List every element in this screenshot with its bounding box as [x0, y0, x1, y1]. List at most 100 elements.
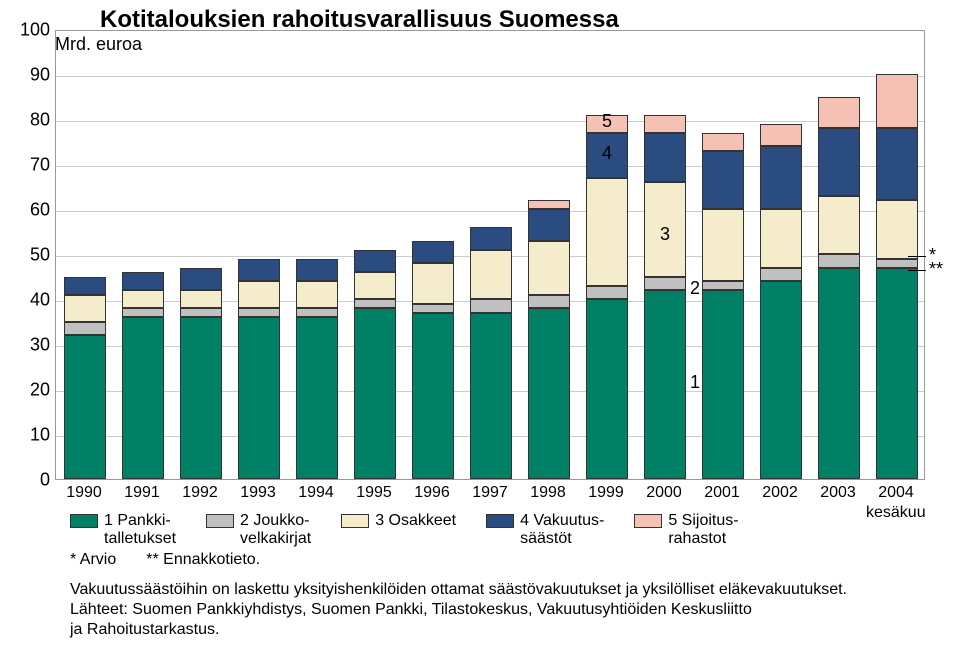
- segment-s5: [644, 115, 686, 133]
- segment-s3: [238, 281, 280, 308]
- segment-s2: [644, 277, 686, 291]
- series-number-4: 4: [602, 143, 612, 164]
- y-tick-label: 30: [15, 335, 50, 356]
- segment-s2: [470, 299, 512, 313]
- segment-s5: [702, 133, 744, 151]
- y-tick-label: 80: [15, 110, 50, 131]
- legend-label: 1 Pankki- talletukset: [104, 512, 176, 547]
- legend-notes-row: * Arvio ** Ennakkotieto.: [70, 551, 930, 569]
- x-tick-label: 2004: [878, 484, 914, 502]
- segment-s1: [470, 313, 512, 480]
- segment-s4: [354, 250, 396, 273]
- legend: 1 Pankki- talletukset 2 Joukko- velkakirj…: [70, 512, 930, 573]
- segment-s3: [64, 295, 106, 322]
- series-number-3: 3: [660, 224, 670, 245]
- footnote-1: Vakuutussäästöihin on laskettu yksityish…: [70, 580, 930, 600]
- x-tick-label: 2003: [820, 484, 856, 502]
- x-tick-label: 1997: [472, 484, 508, 502]
- legend-item-s4: 4 Vakuutus- säästöt: [486, 512, 604, 547]
- y-tick-label: 40: [15, 290, 50, 311]
- legend-ennakko: ** Ennakkotieto.: [146, 551, 260, 569]
- segment-s3: [528, 241, 570, 295]
- legend-arvio: * Arvio: [70, 551, 116, 569]
- legend-label: 4 Vakuutus- säästöt: [520, 512, 604, 547]
- segment-s3: [876, 200, 918, 259]
- segment-s3: [470, 250, 512, 300]
- segment-s2: [586, 286, 628, 300]
- legend-label: 2 Joukko- velkakirjat: [240, 512, 311, 547]
- segment-s2: [354, 299, 396, 308]
- x-tick-label: 1991: [124, 484, 160, 502]
- segment-s3: [586, 178, 628, 286]
- legend-label: 3 Osakkeet: [375, 512, 456, 530]
- segment-s5: [528, 200, 570, 209]
- legend-swatch: [206, 514, 234, 528]
- side-mark: **: [929, 259, 943, 280]
- x-tick-label: 2000: [646, 484, 682, 502]
- bar-1997: [470, 29, 512, 479]
- kesakuu-label: kesäkuu: [866, 504, 926, 522]
- bar-1991: [122, 29, 164, 479]
- bar-1996: [412, 29, 454, 479]
- legend-item-s1: 1 Pankki- talletukset: [70, 512, 176, 547]
- bar-1999: [586, 29, 628, 479]
- legend-item-s2: 2 Joukko- velkakirjat: [206, 512, 311, 547]
- segment-s5: [818, 97, 860, 129]
- legend-swatch: [486, 514, 514, 528]
- series-number-1: 1: [690, 372, 700, 393]
- bar-2002: [760, 29, 802, 479]
- legend-swatch: [341, 514, 369, 528]
- bar-1995: [354, 29, 396, 479]
- segment-s1: [180, 317, 222, 479]
- segment-s3: [760, 209, 802, 268]
- footnote-3: ja Rahoitustarkastus.: [70, 620, 930, 640]
- bar-2001: [702, 29, 744, 479]
- segment-s3: [354, 272, 396, 299]
- segment-s2: [702, 281, 744, 290]
- bar-1998: [528, 29, 570, 479]
- segment-s2: [876, 259, 918, 268]
- segment-s1: [818, 268, 860, 480]
- segment-s3: [818, 196, 860, 255]
- bar-2000: [644, 29, 686, 479]
- x-tick-label: 2002: [762, 484, 798, 502]
- segment-s1: [354, 308, 396, 479]
- bar-1994: [296, 29, 338, 479]
- segment-s1: [412, 313, 454, 480]
- segment-s1: [122, 317, 164, 479]
- segment-s2: [122, 308, 164, 317]
- segment-s4: [818, 128, 860, 196]
- segment-s4: [64, 277, 106, 295]
- segment-s2: [818, 254, 860, 268]
- segment-s4: [412, 241, 454, 264]
- segment-s4: [760, 146, 802, 209]
- segment-s2: [296, 308, 338, 317]
- x-tick-label: 1990: [66, 484, 102, 502]
- y-tick-label: 20: [15, 380, 50, 401]
- segment-s4: [644, 133, 686, 183]
- segment-s5: [876, 74, 918, 128]
- y-tick-label: 70: [15, 155, 50, 176]
- segment-s4: [238, 259, 280, 282]
- segment-s3: [180, 290, 222, 308]
- segment-s2: [412, 304, 454, 313]
- bar-1993: [238, 29, 280, 479]
- segment-s5: [760, 124, 802, 147]
- segment-s4: [122, 272, 164, 290]
- footnote-2: Lähteet: Suomen Pankkiyhdistys, Suomen P…: [70, 600, 930, 620]
- legend-item-s3: 3 Osakkeet: [341, 512, 456, 547]
- bar-2004: [876, 29, 918, 479]
- segment-s1: [586, 299, 628, 479]
- x-tick-label: 1994: [298, 484, 334, 502]
- segment-s2: [64, 322, 106, 336]
- y-tick-label: 90: [15, 65, 50, 86]
- segment-s1: [644, 290, 686, 479]
- segment-s2: [760, 268, 802, 282]
- legend-swatch: [634, 514, 662, 528]
- segment-s4: [876, 128, 918, 200]
- x-tick-label: 1992: [182, 484, 218, 502]
- bar-1990: [64, 29, 106, 479]
- y-tick-label: 50: [15, 245, 50, 266]
- segment-s4: [470, 227, 512, 250]
- segment-s2: [180, 308, 222, 317]
